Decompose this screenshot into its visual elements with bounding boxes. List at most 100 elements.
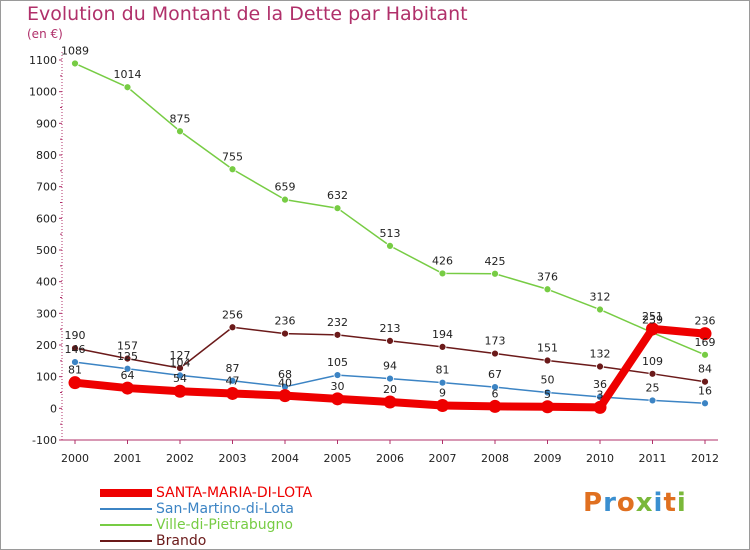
x-tick-label: 2005 — [324, 452, 352, 465]
data-point — [543, 388, 552, 397]
data-point — [436, 398, 449, 412]
data-label: 104 — [170, 356, 191, 369]
unit-label: (en €) — [27, 27, 63, 41]
x-tick-label: 2006 — [376, 452, 404, 465]
data-point — [333, 371, 342, 379]
legend: SANTA-MARIA-DI-LOTA San-Martino-di-Lota Vi… — [100, 485, 312, 549]
data-label: 157 — [117, 340, 138, 353]
data-point — [596, 362, 604, 371]
data-point — [173, 384, 187, 398]
logo-letter: P — [583, 488, 604, 518]
data-label: 94 — [383, 360, 397, 373]
y-tick-label: -100 — [32, 434, 57, 447]
x-tick-label: 2002 — [166, 452, 194, 465]
data-label: 513 — [380, 227, 401, 240]
data-point — [123, 354, 132, 363]
data-label: 84 — [698, 363, 712, 376]
data-label: 25 — [646, 381, 660, 394]
y-tick-label: 600 — [36, 212, 57, 225]
y-tick-label: 700 — [36, 181, 57, 194]
data-label: 239 — [642, 314, 663, 327]
data-point — [701, 399, 709, 408]
data-label: 146 — [65, 343, 86, 356]
data-label: 81 — [68, 364, 82, 377]
data-label: 632 — [327, 189, 348, 202]
logo-letter: i — [676, 488, 687, 518]
data-label: 173 — [485, 335, 506, 348]
data-point — [123, 364, 132, 373]
data-point — [491, 349, 499, 358]
y-tick-label: 1000 — [29, 86, 57, 99]
y-tick-label: 400 — [36, 276, 57, 289]
data-label: 236 — [695, 315, 716, 328]
data-point — [383, 395, 397, 409]
data-point — [176, 127, 184, 136]
x-tick-label: 2010 — [586, 452, 614, 465]
legend-swatch — [100, 489, 152, 497]
data-label: 20 — [383, 383, 397, 396]
data-label: 81 — [436, 364, 450, 377]
data-point — [228, 165, 237, 174]
data-label: 125 — [117, 350, 138, 363]
legend-item: San-Martino-di-Lota — [100, 501, 312, 517]
data-label: 232 — [327, 316, 348, 329]
data-point — [123, 83, 132, 92]
legend-label: Ville-di-Pietrabugno — [156, 517, 293, 533]
series-lines — [68, 59, 712, 414]
data-point — [438, 342, 447, 351]
data-label: 9 — [439, 386, 446, 399]
data-label: 426 — [432, 254, 453, 267]
data-point — [333, 330, 342, 339]
y-tick-label: 1100 — [29, 54, 57, 67]
legend-swatch — [100, 508, 152, 510]
data-point — [593, 400, 607, 414]
data-label: 54 — [173, 372, 187, 385]
data-label: 109 — [642, 355, 663, 368]
x-tick-label: 2001 — [114, 452, 142, 465]
legend-label: San-Martino-di-Lota — [156, 501, 294, 517]
legend-label: SANTA-MARIA-DI-LOTA — [156, 485, 313, 501]
data-point — [281, 195, 289, 204]
data-label: 50 — [541, 374, 555, 387]
legend-swatch — [100, 524, 152, 526]
data-label: 47 — [226, 374, 240, 387]
y-tick-label: 200 — [36, 339, 57, 352]
y-tick-label: 500 — [36, 244, 57, 257]
data-label: 376 — [537, 270, 558, 283]
data-point — [386, 336, 394, 345]
data-point — [491, 269, 499, 278]
data-label: 236 — [275, 315, 296, 328]
data-point — [333, 204, 342, 213]
data-point — [646, 322, 659, 336]
data-point — [386, 374, 394, 383]
y-tick-label: 800 — [36, 149, 57, 162]
data-point — [491, 383, 499, 392]
proxiti-logo: Proxiti — [583, 488, 687, 518]
logo-letter: i — [653, 488, 664, 518]
data-label: 36 — [593, 378, 607, 391]
data-label: 40 — [278, 377, 292, 390]
data-label: 875 — [170, 112, 191, 125]
data-point — [228, 323, 237, 332]
axes: -100 0 100 200 300 400 500 600 700 800 900 1000 1100… — [29, 52, 719, 465]
data-point — [121, 381, 134, 395]
x-tick-label: 2000 — [61, 452, 89, 465]
data-label: 6 — [492, 387, 499, 400]
data-label: 755 — [222, 150, 243, 163]
legend-swatch — [100, 540, 152, 542]
data-label: 251 — [642, 310, 663, 323]
data-label: 132 — [590, 348, 611, 361]
data-point — [438, 378, 447, 387]
data-label: 1089 — [61, 44, 89, 57]
x-tick-label: 2003 — [219, 452, 247, 465]
data-point — [543, 285, 552, 294]
data-point — [71, 358, 79, 367]
data-point — [386, 241, 394, 250]
x-tick-label: 2012 — [691, 452, 719, 465]
data-point — [488, 399, 502, 413]
legend-label: Brando — [156, 533, 207, 549]
x-tick-label: 2007 — [429, 452, 457, 465]
data-label: 64 — [121, 369, 135, 382]
